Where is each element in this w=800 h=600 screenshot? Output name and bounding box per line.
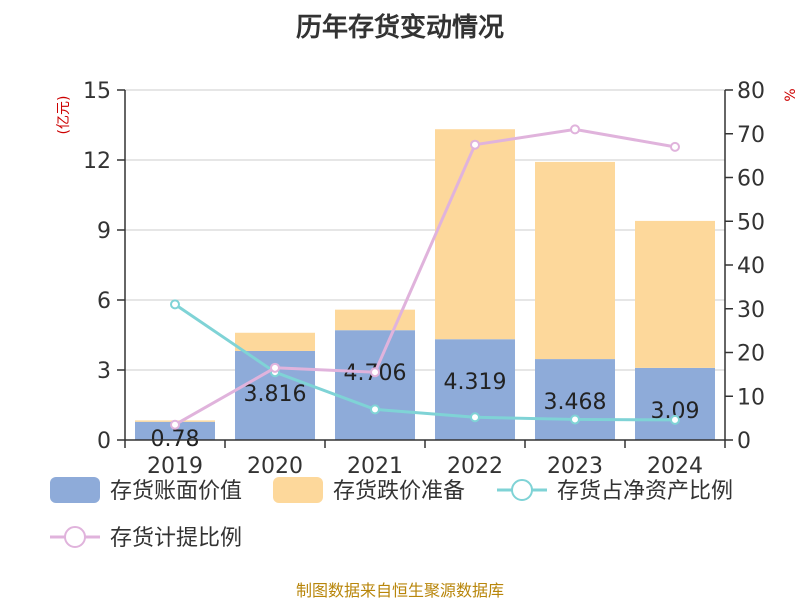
right-tick-label: 0	[737, 429, 751, 454]
legend-label-impairment: 存货跌价准备	[333, 479, 465, 504]
right-tick-label: 10	[737, 385, 765, 410]
bar-book-value	[435, 339, 515, 440]
bar-impairment	[435, 129, 515, 340]
legend-swatch-book-value	[50, 477, 100, 503]
bars	[135, 129, 715, 440]
legend-label-impairment-ratio: 存货计提比例	[110, 526, 242, 551]
data-label: 3.468	[544, 390, 607, 415]
impairment-ratio-point	[270, 362, 280, 373]
x-tick-label: 2022	[447, 454, 503, 479]
right-tick-label: 80	[737, 79, 765, 104]
axes: 0 3 6 9 12 15 0 10 20 30 40 50 60 70 80 2019 2020 2021 202…	[83, 79, 765, 479]
left-tick-label: 0	[97, 429, 111, 454]
x-tick-label: 2019	[147, 454, 203, 479]
bar-impairment	[235, 332, 315, 351]
x-tick-label: 2021	[347, 454, 403, 479]
right-tick-label: 60	[737, 167, 765, 192]
bar-book-value	[135, 421, 215, 440]
lines	[170, 124, 680, 430]
inventory-to-net-assets-point	[570, 414, 580, 425]
data-label: 3.816	[244, 382, 307, 407]
grid	[125, 89, 725, 371]
inventory-to-net-assets-point	[370, 404, 380, 415]
impairment-ratio-point	[370, 367, 380, 378]
impairment-ratio-line	[174, 127, 676, 426]
bar-book-value	[535, 359, 615, 440]
left-tick-label: 3	[97, 359, 111, 384]
impairment-ratio-point	[670, 141, 680, 152]
inventory-to-net-assets-point	[170, 299, 180, 310]
legend-label-book-value: 存货账面价值	[110, 479, 242, 504]
left-tick-label: 12	[83, 149, 111, 174]
left-tick-label: 6	[97, 289, 111, 314]
right-tick-label: 50	[737, 210, 765, 235]
legend-swatch-impairment	[273, 477, 323, 503]
impairment-ratio-point	[170, 419, 180, 430]
left-tick-label: 15	[83, 79, 111, 104]
right-tick-label: 70	[737, 123, 765, 148]
bar-impairment	[535, 161, 615, 360]
x-tick-label: 2020	[247, 454, 303, 479]
chart-title: 历年存货变动情况	[296, 12, 504, 43]
source-note: 制图数据来自恒生聚源数据库	[296, 581, 504, 600]
inventory-to-net-assets-line	[174, 303, 676, 422]
right-tick-label: 20	[737, 342, 765, 367]
x-tick-label: 2023	[547, 454, 603, 479]
impairment-ratio-point	[570, 124, 580, 135]
left-tick-label: 9	[97, 219, 111, 244]
right-axis-unit: %	[783, 88, 799, 101]
legend-marker-inventory-to-net-assets	[511, 479, 533, 501]
left-axis-unit: (亿元)	[56, 96, 72, 135]
right-tick-label: 40	[737, 254, 765, 279]
inventory-to-net-assets-point	[670, 414, 680, 425]
bar-book-value	[335, 330, 415, 440]
bar-impairment	[335, 309, 415, 331]
inventory-to-net-assets-point	[470, 412, 480, 423]
data-label: 4.319	[444, 370, 507, 395]
legend-label-inventory-to-net-assets: 存货占净资产比例	[557, 479, 733, 504]
legend-marker-impairment-ratio	[64, 526, 86, 548]
bar-book-value	[635, 367, 715, 440]
right-tick-label: 30	[737, 298, 765, 323]
impairment-ratio-point	[470, 139, 480, 150]
x-tick-label: 2024	[647, 454, 703, 479]
bar-impairment	[635, 220, 715, 368]
